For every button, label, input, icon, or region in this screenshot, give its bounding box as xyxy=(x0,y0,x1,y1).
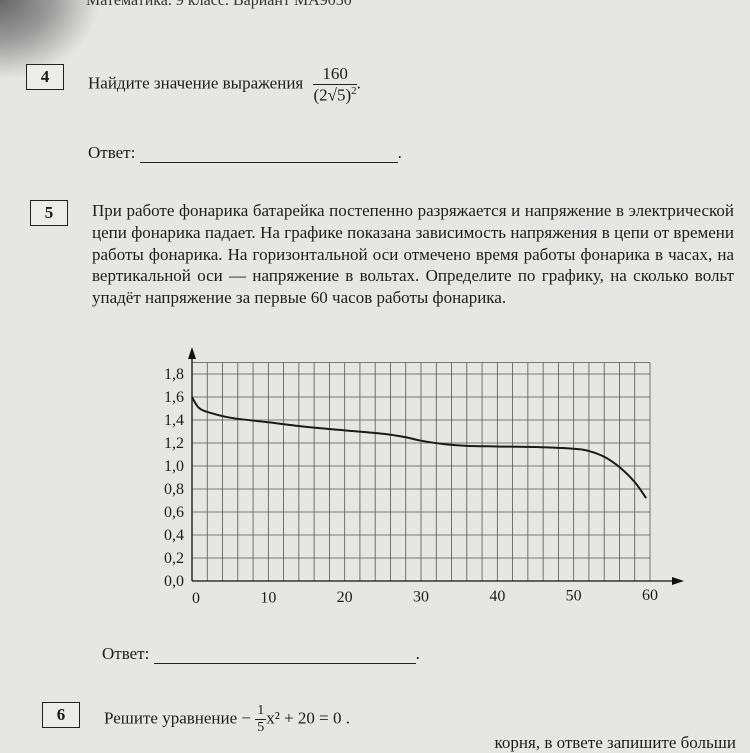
y-tick-label: 1,4 xyxy=(164,412,184,429)
y-tick-label: 1,2 xyxy=(164,435,184,452)
denominator-base: (2√5) xyxy=(313,85,352,105)
task-6-prompt: Решите уравнение xyxy=(104,708,238,728)
numerator: 1 xyxy=(255,703,267,720)
task-number-6: 6 xyxy=(42,702,80,728)
task-4-prompt: Найдите значение выражения xyxy=(88,73,304,93)
y-tick-label: 0,2 xyxy=(164,550,184,567)
x-tick-label: 40 xyxy=(489,588,505,605)
y-tick-label: 1,0 xyxy=(164,458,184,475)
y-axis-arrow xyxy=(188,347,196,359)
x-tick-label: 50 xyxy=(566,588,582,605)
numerator: 160 xyxy=(313,64,357,85)
answer-label: Ответ: xyxy=(88,143,136,162)
answer-field[interactable] xyxy=(153,647,416,664)
y-tick-label: 0,8 xyxy=(164,481,184,498)
task-5-text: При работе фонарика батарейка постепенно… xyxy=(92,201,734,308)
period: . xyxy=(415,644,420,663)
task-6-next-line: корня, в ответе запишите больши xyxy=(494,733,737,752)
task-4-answer: Ответ: . xyxy=(88,143,402,163)
x-tick-label: 0 xyxy=(192,590,200,607)
x-tick-label: 30 xyxy=(413,589,429,606)
voltage-curve xyxy=(191,396,648,499)
y-tick-label: 0,6 xyxy=(164,504,184,521)
y-tick-label: 0,0 xyxy=(164,573,184,590)
voltage-chart: 0,0 0,2 0,4 0,6 0,8 1,0 1,2 1,4 1,6 1,8 0 10 20 30 40 5… xyxy=(164,347,684,607)
task-6-text: Решите уравнение − 1 5 x² + 20 = 0 . xyxy=(104,703,350,736)
x-tick-label: 60 xyxy=(642,587,658,604)
x-tick-label: 10 xyxy=(260,590,276,607)
y-tick-label: 1,6 xyxy=(164,389,184,406)
task-4-text: Найдите значение выражения 160 (2√5)2 . xyxy=(88,64,361,106)
answer-field[interactable] xyxy=(139,146,398,163)
answer-label: Ответ: xyxy=(102,644,150,663)
task-number-5: 5 xyxy=(30,200,68,226)
task-number-4: 4 xyxy=(26,64,64,90)
page-header: Математика. 9 класс. Вариант МА9050 xyxy=(86,0,352,9)
denominator: (2√5)2 xyxy=(313,85,356,106)
period: . xyxy=(397,143,402,162)
x-tick-label: 20 xyxy=(337,589,353,606)
equation-rest: x² + 20 = 0 . xyxy=(266,708,351,728)
denominator: 5 xyxy=(257,720,265,735)
period: . xyxy=(356,73,361,93)
exponent: 2 xyxy=(351,85,357,97)
x-axis-arrow xyxy=(672,577,684,585)
minus: − xyxy=(241,708,251,728)
y-tick-label: 0,4 xyxy=(164,527,184,544)
y-tick-label: 1,8 xyxy=(164,366,184,383)
task-5-answer: Ответ: . xyxy=(102,644,420,664)
fraction: 160 (2√5)2 xyxy=(313,64,357,106)
